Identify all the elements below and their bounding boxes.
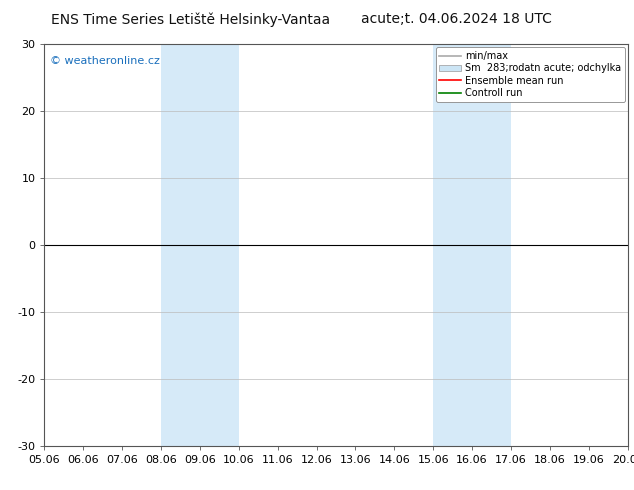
Text: ENS Time Series Letiště Helsinky-Vantaa: ENS Time Series Letiště Helsinky-Vantaa xyxy=(51,12,330,27)
Legend: min/max, Sm  283;rodatn acute; odchylka, Ensemble mean run, Controll run: min/max, Sm 283;rodatn acute; odchylka, … xyxy=(436,47,624,102)
Bar xyxy=(161,44,200,446)
Text: acute;t. 04.06.2024 18 UTC: acute;t. 04.06.2024 18 UTC xyxy=(361,12,552,26)
Bar xyxy=(433,44,472,446)
Text: © weatheronline.cz: © weatheronline.cz xyxy=(50,56,160,66)
Bar xyxy=(472,44,511,446)
Bar xyxy=(200,44,239,446)
